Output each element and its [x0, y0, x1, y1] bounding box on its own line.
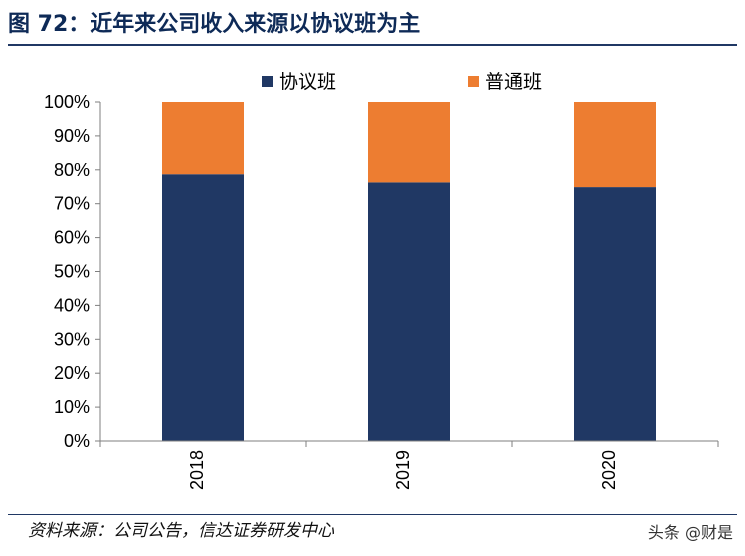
y-tick-label: 60%	[54, 228, 90, 248]
title-divider	[8, 44, 737, 46]
x-tick-label: 2018	[187, 450, 207, 490]
y-tick-label: 20%	[54, 363, 90, 383]
bar-protocol-2019	[368, 182, 450, 441]
legend-label: 协议班	[279, 71, 336, 93]
bar-protocol-2020	[574, 187, 656, 441]
y-tick-label: 90%	[54, 126, 90, 146]
y-tick-label: 50%	[54, 262, 90, 282]
y-tick-label: 80%	[54, 160, 90, 180]
legend-swatch	[468, 76, 479, 87]
y-tick-label: 0%	[64, 431, 90, 451]
bar-regular-2020	[574, 102, 656, 188]
y-tick-label: 30%	[54, 329, 90, 349]
bars	[162, 102, 656, 441]
source-note: 资料来源：公司公告，信达证券研发中心	[28, 521, 334, 541]
watermark: 头条 @财是	[647, 523, 733, 542]
y-tick-label: 70%	[54, 194, 90, 214]
y-tick-label: 100%	[44, 92, 90, 112]
legend-label: 普通班	[485, 71, 542, 93]
bar-protocol-2018	[162, 174, 244, 441]
legend-swatch	[262, 76, 273, 87]
chart-title: 图 72：近年来公司收入来源以协议班为主	[8, 12, 421, 37]
y-axis: 0% 10% 20% 30% 40% 50% 60% 70% 80% 90% 100%	[44, 92, 101, 451]
footer-divider	[8, 514, 737, 515]
y-tick-label: 10%	[54, 397, 90, 417]
y-tick-label: 40%	[54, 295, 90, 315]
bar-regular-2019	[368, 102, 450, 183]
x-tick-label: 2019	[393, 450, 413, 490]
x-axis: 2018 2019 2020	[99, 440, 719, 490]
x-tick-label: 2020	[599, 450, 619, 490]
legend: 协议班 普通班	[262, 71, 542, 93]
stacked-bar-chart: 协议班 普通班 0% 10% 20% 30% 40% 50% 60% 70% 80% 90% 100%…	[44, 71, 719, 490]
bar-regular-2018	[162, 102, 244, 175]
